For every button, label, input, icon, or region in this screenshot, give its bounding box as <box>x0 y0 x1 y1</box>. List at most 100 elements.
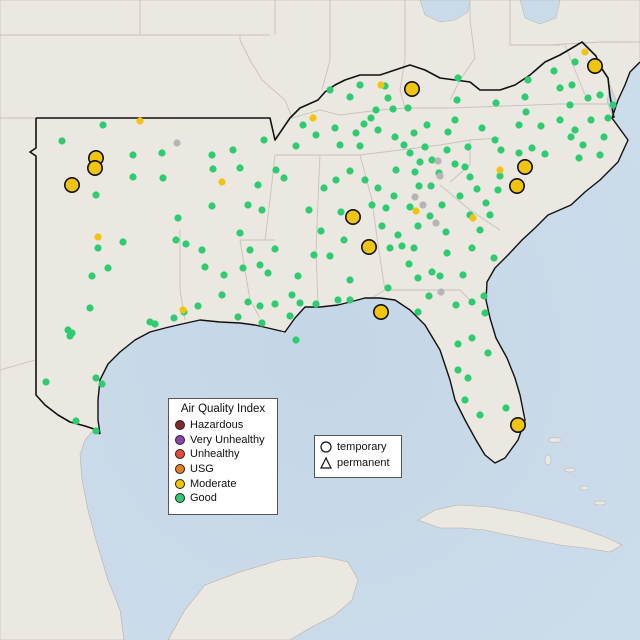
good-site-marker[interactable] <box>337 208 345 216</box>
good-site-marker[interactable] <box>374 126 382 134</box>
good-site-marker[interactable] <box>218 291 226 299</box>
good-site-marker[interactable] <box>466 173 474 181</box>
moderate-temporary-monitor-marker[interactable] <box>64 177 81 194</box>
good-site-marker[interactable] <box>390 192 398 200</box>
good-site-marker[interactable] <box>425 292 433 300</box>
good-site-marker[interactable] <box>372 106 380 114</box>
good-site-marker[interactable] <box>368 201 376 209</box>
good-site-marker[interactable] <box>497 146 505 154</box>
good-site-marker[interactable] <box>292 336 300 344</box>
good-site-marker[interactable] <box>394 231 402 239</box>
good-site-marker[interactable] <box>521 93 529 101</box>
good-site-marker[interactable] <box>428 268 436 276</box>
no-data-site-marker[interactable] <box>436 172 444 180</box>
good-site-marker[interactable] <box>427 182 435 190</box>
good-site-marker[interactable] <box>234 313 242 321</box>
good-site-marker[interactable] <box>310 251 318 259</box>
good-site-marker[interactable] <box>246 246 254 254</box>
good-site-marker[interactable] <box>356 142 364 150</box>
good-site-marker[interactable] <box>236 229 244 237</box>
good-site-marker[interactable] <box>556 84 564 92</box>
good-site-marker[interactable] <box>473 185 481 193</box>
moderate-site-marker[interactable] <box>412 207 420 215</box>
good-site-marker[interactable] <box>66 332 74 340</box>
good-site-marker[interactable] <box>609 101 617 109</box>
good-site-marker[interactable] <box>415 182 423 190</box>
good-site-marker[interactable] <box>442 228 450 236</box>
no-data-site-marker[interactable] <box>434 157 442 165</box>
good-site-marker[interactable] <box>129 151 137 159</box>
no-data-site-marker[interactable] <box>419 201 427 209</box>
good-site-marker[interactable] <box>410 129 418 137</box>
good-site-marker[interactable] <box>596 151 604 159</box>
good-site-marker[interactable] <box>151 320 159 328</box>
good-site-marker[interactable] <box>208 202 216 210</box>
good-site-marker[interactable] <box>464 374 472 382</box>
good-site-marker[interactable] <box>98 380 106 388</box>
good-site-marker[interactable] <box>361 176 369 184</box>
good-site-marker[interactable] <box>392 166 400 174</box>
good-site-marker[interactable] <box>452 301 460 309</box>
good-site-marker[interactable] <box>468 298 476 306</box>
good-site-marker[interactable] <box>334 296 342 304</box>
good-site-marker[interactable] <box>550 67 558 75</box>
moderate-site-marker[interactable] <box>179 306 187 314</box>
good-site-marker[interactable] <box>406 149 414 157</box>
good-site-marker[interactable] <box>491 136 499 144</box>
good-site-marker[interactable] <box>389 105 397 113</box>
good-site-marker[interactable] <box>464 143 472 151</box>
good-site-marker[interactable] <box>236 164 244 172</box>
moderate-site-marker[interactable] <box>218 178 226 186</box>
good-site-marker[interactable] <box>604 114 612 122</box>
good-site-marker[interactable] <box>541 150 549 158</box>
good-site-marker[interactable] <box>496 172 504 180</box>
good-site-marker[interactable] <box>584 94 592 102</box>
good-site-marker[interactable] <box>537 122 545 130</box>
good-site-marker[interactable] <box>456 192 464 200</box>
no-data-site-marker[interactable] <box>411 193 419 201</box>
good-site-marker[interactable] <box>481 309 489 317</box>
moderate-temporary-monitor-marker[interactable] <box>516 159 533 176</box>
moderate-temporary-monitor-marker[interactable] <box>586 57 603 74</box>
good-site-marker[interactable] <box>515 121 523 129</box>
good-site-marker[interactable] <box>374 184 382 192</box>
good-site-marker[interactable] <box>159 174 167 182</box>
good-site-marker[interactable] <box>346 93 354 101</box>
good-site-marker[interactable] <box>244 298 252 306</box>
good-site-marker[interactable] <box>421 143 429 151</box>
moderate-temporary-monitor-marker[interactable] <box>87 160 104 177</box>
good-site-marker[interactable] <box>384 94 392 102</box>
good-site-marker[interactable] <box>556 116 564 124</box>
good-site-marker[interactable] <box>294 272 302 280</box>
good-site-marker[interactable] <box>478 124 486 132</box>
good-site-marker[interactable] <box>280 174 288 182</box>
good-site-marker[interactable] <box>129 173 137 181</box>
good-site-marker[interactable] <box>426 212 434 220</box>
moderate-temporary-monitor-marker[interactable] <box>344 209 361 226</box>
good-site-marker[interactable] <box>332 176 340 184</box>
good-site-marker[interactable] <box>410 244 418 252</box>
good-site-marker[interactable] <box>244 201 252 209</box>
good-site-marker[interactable] <box>494 186 502 194</box>
no-data-site-marker[interactable] <box>437 288 445 296</box>
good-site-marker[interactable] <box>346 167 354 175</box>
good-site-marker[interactable] <box>254 181 262 189</box>
good-site-marker[interactable] <box>423 121 431 129</box>
good-site-marker[interactable] <box>384 284 392 292</box>
good-site-marker[interactable] <box>502 404 510 412</box>
good-site-marker[interactable] <box>119 238 127 246</box>
good-site-marker[interactable] <box>312 300 320 308</box>
good-site-marker[interactable] <box>331 124 339 132</box>
good-site-marker[interactable] <box>400 141 408 149</box>
good-site-marker[interactable] <box>264 269 272 277</box>
good-site-marker[interactable] <box>317 227 325 235</box>
moderate-site-marker[interactable] <box>581 48 589 56</box>
good-site-marker[interactable] <box>42 378 50 386</box>
good-site-marker[interactable] <box>416 158 424 166</box>
good-site-marker[interactable] <box>346 276 354 284</box>
good-site-marker[interactable] <box>86 304 94 312</box>
good-site-marker[interactable] <box>414 274 422 282</box>
good-site-marker[interactable] <box>579 141 587 149</box>
good-site-marker[interactable] <box>172 236 180 244</box>
